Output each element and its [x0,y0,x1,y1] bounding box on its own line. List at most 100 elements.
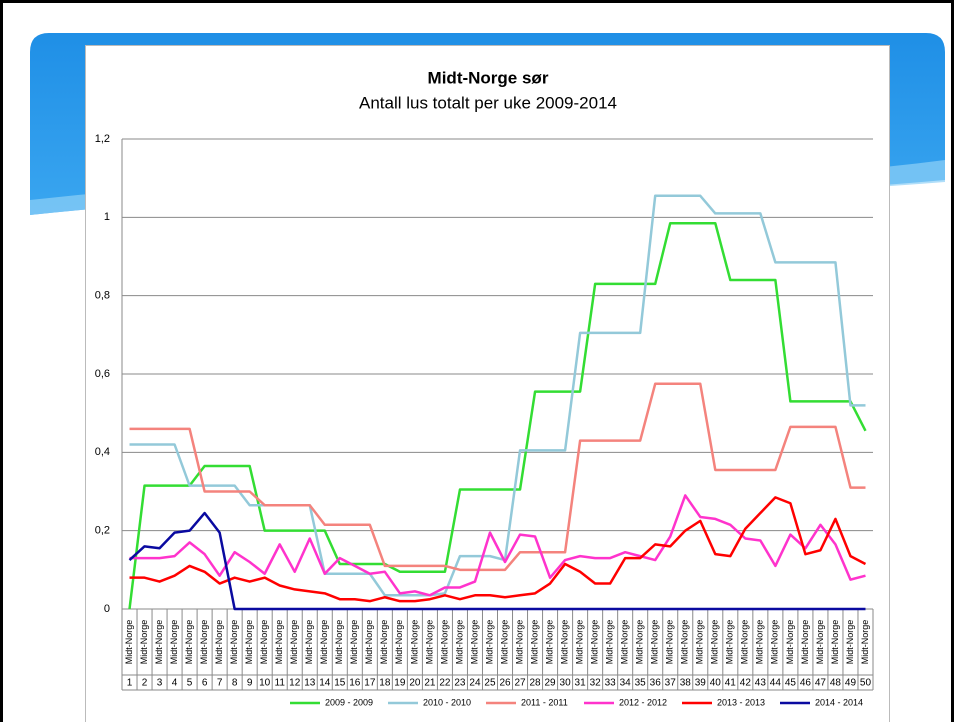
category-group-label: Midt-Norge [574,620,584,665]
x-tick-label: 46 [800,678,812,689]
category-group-label: Midt-Norge [484,620,494,665]
y-tick-label: 1 [104,211,110,223]
chart-subtitle: Antall lus totalt per uke 2009-2014 [359,93,617,112]
series-line [129,494,866,597]
y-tick-label: 0 [104,603,110,615]
x-tick-label: 13 [304,678,316,689]
x-tick-label: 42 [740,678,752,689]
category-group-label: Midt-Norge [785,620,795,665]
category-group-label: Midt-Norge [710,620,720,665]
category-group-label: Midt-Norge [454,620,464,665]
x-tick-label: 31 [575,678,587,689]
x-tick-label: 32 [590,678,602,689]
category-group-label: Midt-Norge [424,620,434,665]
category-group-label: Midt-Norge [259,620,269,665]
category-group-label: Midt-Norge [559,620,569,665]
category-group-label: Midt-Norge [499,620,509,665]
series-line [128,221,867,610]
x-tick-label: 26 [499,678,511,689]
category-group-label: Midt-Norge [620,620,630,665]
category-group-label: Midt-Norge [169,620,179,665]
category-group-label: Midt-Norge [845,620,855,665]
x-tick-label: 30 [560,678,572,689]
x-tick-label: 12 [289,678,301,689]
x-tick-label: 44 [770,678,782,689]
x-tick-label: 35 [635,678,647,689]
category-group-label: Midt-Norge [334,620,344,665]
x-tick-label: 10 [259,678,271,689]
category-group-label: Midt-Norge [590,620,600,665]
category-group-label: Midt-Norge [304,620,314,665]
x-tick-label: 9 [247,678,253,689]
category-group-label: Midt-Norge [154,620,164,665]
series-line [129,194,866,597]
category-group-label: Midt-Norge [680,620,690,665]
x-tick-label: 27 [514,678,526,689]
x-tick-label: 41 [725,678,737,689]
x-tick-label: 8 [232,678,238,689]
y-tick-label: 1,2 [95,133,110,145]
y-tick-label: 0,8 [95,290,110,302]
category-group-label: Midt-Norge [860,620,870,665]
category-group-label: Midt-Norge [469,620,479,665]
y-tick-label: 0,2 [95,525,110,537]
category-group-label: Midt-Norge [409,620,419,665]
x-tick-label: 24 [469,678,481,689]
x-tick-label: 17 [364,678,376,689]
category-group-label: Midt-Norge [124,620,134,665]
legend-label: 2009 - 2009 [325,697,373,707]
x-tick-label: 14 [319,678,331,689]
category-group-label: Midt-Norge [139,620,149,665]
x-tick-label: 50 [860,678,872,689]
category-group-label: Midt-Norge [755,620,765,665]
category-group-label: Midt-Norge [650,620,660,665]
x-tick-label: 22 [439,678,451,689]
category-group-label: Midt-Norge [439,620,449,665]
x-tick-label: 34 [620,678,632,689]
category-group-label: Midt-Norge [214,620,224,665]
category-group-label: Midt-Norge [244,620,254,665]
x-tick-label: 38 [680,678,692,689]
category-group-label: Midt-Norge [364,620,374,665]
category-group-label: Midt-Norge [379,620,389,665]
category-group-label: Midt-Norge [349,620,359,665]
x-tick-label: 37 [665,678,677,689]
category-group-label: Midt-Norge [199,620,209,665]
x-tick-label: 6 [202,678,208,689]
x-tick-label: 33 [605,678,617,689]
category-group-label: Midt-Norge [394,620,404,665]
category-group-label: Midt-Norge [289,620,299,665]
category-group-label: Midt-Norge [800,620,810,665]
category-group-label: Midt-Norge [695,620,705,665]
x-tick-label: 47 [815,678,827,689]
x-tick-label: 29 [545,678,557,689]
legend-label: 2011 - 2011 [521,697,568,707]
x-tick-label: 11 [275,678,286,689]
category-group-label: Midt-Norge [229,620,239,665]
x-tick-label: 20 [409,678,421,689]
x-tick-label: 18 [379,678,391,689]
x-tick-label: 49 [845,678,857,689]
x-tick-label: 19 [394,678,406,689]
category-group-label: Midt-Norge [544,620,554,665]
legend-label: 2013 - 2013 [717,697,765,707]
category-group-label: Midt-Norge [514,620,524,665]
legend-label: 2014 - 2014 [815,697,863,707]
x-tick-label: 39 [695,678,707,689]
y-tick-label: 0,6 [95,368,110,380]
x-tick-label: 2 [142,678,148,689]
x-tick-label: 16 [349,678,361,689]
legend-label: 2012 - 2012 [619,697,667,707]
category-group-label: Midt-Norge [274,620,284,665]
category-group-label: Midt-Norge [770,620,780,665]
x-tick-label: 21 [424,678,436,689]
x-tick-label: 15 [334,678,346,689]
series-line [128,511,866,611]
x-tick-label: 5 [187,678,193,689]
category-group-label: Midt-Norge [635,620,645,665]
x-tick-label: 7 [217,678,223,689]
category-group-label: Midt-Norge [740,620,750,665]
y-tick-label: 0,4 [95,446,110,458]
x-tick-label: 1 [127,678,133,689]
